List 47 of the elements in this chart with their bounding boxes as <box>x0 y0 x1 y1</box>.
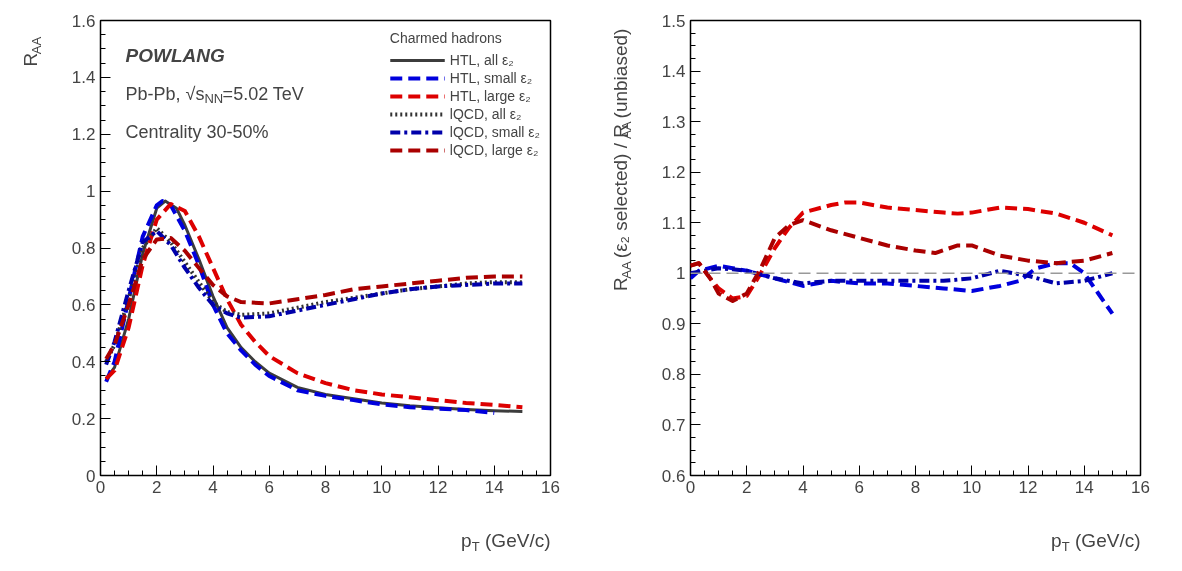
annotation: Centrality 30-50% <box>125 121 269 142</box>
x-tick-label: 10 <box>372 477 392 497</box>
x-tick-label: 4 <box>798 477 808 497</box>
legend-label: lQCD, all ε₂ <box>449 105 522 123</box>
y-tick-label: 0.8 <box>661 365 686 385</box>
legend-label: HTL, small ε₂ <box>449 69 533 87</box>
y-tick-label: 0.9 <box>661 314 686 334</box>
y-tick-label: 0.6 <box>71 295 96 315</box>
x-tick-label: 12 <box>428 477 448 497</box>
x-tick-label: 8 <box>320 477 331 497</box>
x-tick-label: 6 <box>264 477 274 497</box>
y-tick-label: 0.8 <box>71 239 96 258</box>
x-tick-label: 12 <box>1018 477 1038 497</box>
legend-label: HTL, large ε₂ <box>449 87 531 105</box>
legend-label: lQCD, small ε₂ <box>449 123 540 141</box>
x-tick-label: 2 <box>742 477 752 497</box>
y-tick-label: 1.6 <box>71 11 96 31</box>
line-series <box>690 266 1115 286</box>
annotation: POWLANG <box>125 45 225 66</box>
x-tick-label: 14 <box>484 477 504 497</box>
legend-title: Charmed hadrons <box>389 30 503 46</box>
y-tick-label: 0.7 <box>661 415 686 435</box>
x-tick-label: 14 <box>1074 477 1094 497</box>
x-tick-label: 8 <box>910 477 921 497</box>
y-tick-label: 1.2 <box>661 163 686 183</box>
y-tick-label: 1.1 <box>661 213 686 233</box>
x-tick-label: 16 <box>541 477 560 497</box>
y-tick-label: 0.2 <box>71 409 96 429</box>
y-tick-label: 1.4 <box>71 68 96 88</box>
legend-label: lQCD, large ε₂ <box>449 141 539 159</box>
line-series <box>690 218 1115 304</box>
y-tick-label: 0.4 <box>71 352 96 372</box>
line-series <box>690 261 1115 316</box>
y-axis-title: RAA <box>20 36 44 67</box>
y-tick-label: 1 <box>676 264 686 284</box>
y-tick-label: 1.3 <box>661 112 686 132</box>
y-tick-label: 0.6 <box>661 466 686 486</box>
x-tick-label: 2 <box>152 477 162 497</box>
x-tick-label: 16 <box>1131 477 1150 497</box>
x-tick-label: 4 <box>208 477 218 497</box>
y-tick-label: 1 <box>86 182 96 202</box>
y-tick-label: 1.4 <box>661 62 686 82</box>
y-tick-label: 1.5 <box>661 11 686 31</box>
legend-label: HTL, all ε₂ <box>449 51 514 69</box>
x-tick-label: 6 <box>854 477 864 497</box>
x-tick-label: 10 <box>962 477 982 497</box>
y-tick-label: 1.2 <box>71 125 96 145</box>
